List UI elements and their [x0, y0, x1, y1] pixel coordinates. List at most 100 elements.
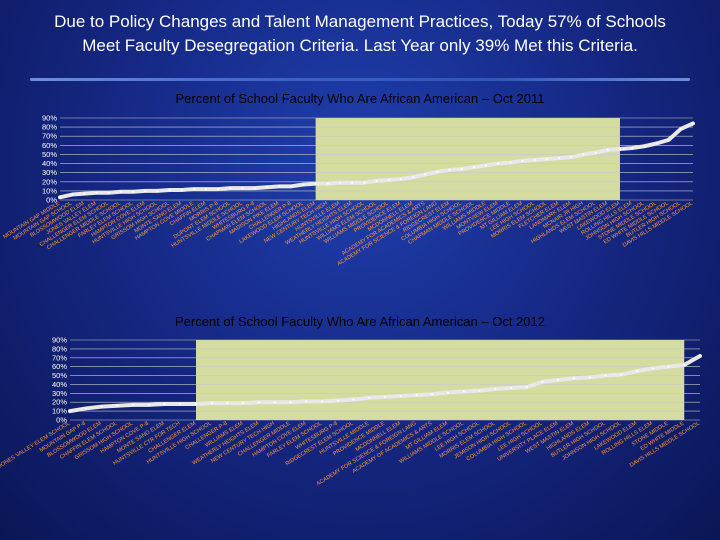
- chart-2011-data-point: [667, 138, 670, 141]
- chart-2011-data-point: [436, 170, 439, 173]
- chart-2012-data-point: [573, 377, 575, 380]
- chart-2011-data-point: [302, 183, 305, 186]
- chart-2012-data-point: [100, 405, 103, 408]
- chart-2011-y-tick-label: 70%: [42, 132, 57, 141]
- chart-2012-data-point: [305, 400, 308, 403]
- slide-title-line-2: Meet Faculty Desegregation Criteria. Las…: [82, 36, 638, 55]
- chart-2011-data-point: [375, 179, 378, 182]
- chart-2012-data-point: [478, 389, 481, 392]
- chart-2011-data-point: [59, 196, 61, 199]
- chart-2012-data-point: [525, 386, 528, 389]
- chart-2011-data-point: [545, 158, 548, 160]
- chart-2012-y-tick-label: 50%: [52, 371, 67, 380]
- chart-2011-data-point: [180, 188, 183, 191]
- chart-2012-data-point: [588, 376, 591, 379]
- chart-2012-data-point: [620, 373, 623, 376]
- chart-2011-data-point: [692, 122, 694, 125]
- chart-2012-data-point: [415, 394, 418, 397]
- chart-2011-data-point: [679, 127, 682, 130]
- chart-2012-y-tick-label: 20%: [52, 398, 67, 407]
- chart-2011-data-point: [156, 189, 159, 192]
- chart-2012-data-point: [195, 403, 197, 405]
- chart-2011-data-point: [460, 168, 463, 171]
- chart-2012-data-point: [84, 407, 87, 410]
- chart-2011-data-point: [132, 190, 135, 193]
- chart-2011-data-point: [570, 156, 573, 159]
- chart-2011-data-point: [472, 166, 475, 169]
- chart-2011-data-point: [83, 192, 86, 195]
- chart-2011-data-point: [168, 188, 171, 191]
- chart-2012-y-tick-label: 70%: [52, 353, 67, 362]
- title-divider: [30, 78, 690, 81]
- chart-2012-data-point: [384, 395, 386, 398]
- chart-2012-data-point: [494, 387, 497, 390]
- chart-2012-data-point: [132, 403, 134, 406]
- chart-2012-y-tick-label: 90%: [52, 336, 67, 345]
- chart-2012-data-point: [69, 410, 71, 413]
- chart-2011-data-point: [424, 173, 427, 176]
- chart-2012-data-point: [289, 401, 292, 404]
- chart-2011-data-point: [412, 176, 415, 179]
- chart-2012-data-point: [699, 355, 701, 357]
- chart-2012-data-point: [368, 396, 371, 399]
- chart-2012-y-tick-label: 40%: [52, 380, 67, 389]
- chart-2012-data-point: [321, 400, 323, 403]
- chart-2012-data-point: [336, 399, 339, 402]
- chart-2011-data-point: [217, 188, 220, 191]
- chart-2011-data-point: [363, 181, 366, 184]
- chart-2011-data-point: [631, 147, 634, 150]
- slide-title: Due to Policy Changes and Talent Managem…: [10, 10, 710, 58]
- chart-2011-data-point: [521, 159, 524, 162]
- chart-2012-y-tick-label: 10%: [52, 407, 67, 416]
- slide-title-line-1: Due to Policy Changes and Talent Managem…: [54, 12, 666, 31]
- chart-2011-data-point: [655, 142, 658, 145]
- chart-2012-data-point: [604, 374, 607, 377]
- chart-2011-data-point: [119, 190, 122, 193]
- chart-2012-highlight-band: [196, 340, 685, 420]
- chart-2012-data-point: [447, 391, 449, 394]
- chart-2012-data-point: [667, 365, 670, 368]
- chart-2011-y-tick-label: 60%: [42, 141, 57, 150]
- chart-2011-data-point: [533, 158, 536, 161]
- chart-2011-data-point: [618, 147, 621, 150]
- chart-2011-y-tick-label: 80%: [42, 123, 57, 132]
- chart-2012-data-point: [399, 395, 402, 397]
- chart-2011-data-point: [338, 181, 341, 184]
- chart-2011-data-point: [448, 168, 451, 171]
- chart-2011-data-point: [351, 181, 354, 184]
- chart-2012-data-point: [683, 363, 686, 366]
- chart-2011-y-tick-label: 10%: [42, 186, 57, 195]
- chart-2012-data-point: [258, 401, 260, 404]
- chart-2011-data-point: [606, 148, 609, 151]
- chart-2011: 0%10%20%30%40%50%60%70%80%90%MOUNTAIN GA…: [2, 117, 695, 268]
- chart-2011-data-point: [485, 164, 488, 167]
- chart-2012-data-point: [431, 393, 434, 396]
- chart-2012-y-tick-label: 30%: [52, 389, 67, 398]
- chart-2011-data-point: [594, 151, 597, 154]
- chart-2012-data-point: [273, 401, 276, 404]
- chart-2012-data-point: [636, 370, 638, 373]
- chart-2011-data-point: [509, 161, 512, 164]
- chart-2012-data-point: [541, 380, 544, 383]
- chart-2011-data-point: [326, 182, 329, 185]
- chart-2012-y-tick-label: 60%: [52, 362, 67, 371]
- chart-2011-data-point: [253, 187, 256, 190]
- chart-2011-data-point: [582, 153, 585, 156]
- chart-2012-data-point: [179, 403, 182, 405]
- chart-2012-data-point: [210, 402, 213, 405]
- chart-2011-y-tick-label: 50%: [42, 150, 57, 159]
- chart-2011-data-point: [205, 188, 208, 191]
- chart-2012-data-point: [226, 402, 229, 405]
- chart-2011-data-point: [229, 187, 232, 190]
- chart-2011-data-point: [192, 188, 195, 191]
- chart-2011-data-point: [290, 185, 293, 188]
- chart-2011-data-point: [107, 191, 110, 194]
- chart-2011-data-point: [265, 186, 268, 189]
- chart-2-title: Percent of School Faculty Who Are Africa…: [175, 314, 545, 329]
- chart-2011-y-tick-label: 40%: [42, 159, 57, 168]
- chart-2011-y-tick-label: 0%: [46, 196, 57, 205]
- chart-2012-data-point: [651, 367, 654, 370]
- chart-2012-data-point: [510, 387, 512, 389]
- chart-2012-data-point: [163, 403, 166, 405]
